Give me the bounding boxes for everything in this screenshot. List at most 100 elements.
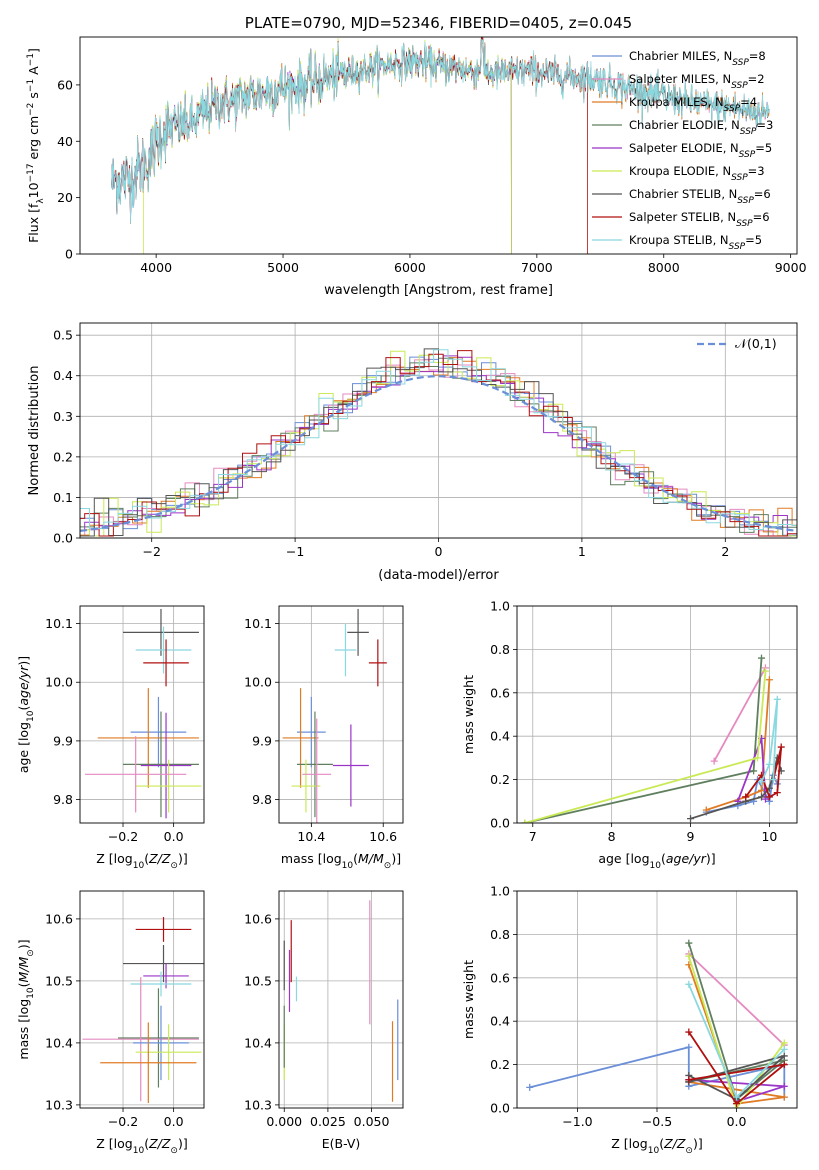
weight_vs_Z-ytick-label: 0.8 <box>490 927 510 942</box>
label-part: Z/Z <box>148 1136 171 1151</box>
label-part: M/M <box>16 956 31 982</box>
label-part: =2 <box>748 72 765 86</box>
legend-entry-label: Chabrier MILES, NSSP=8 <box>629 49 766 68</box>
weight_vs_Z-data-point <box>685 1076 693 1084</box>
label-part: M/M <box>358 851 384 866</box>
label-part: ⊙ <box>685 1146 693 1156</box>
residuals-xtick-label: 1 <box>578 544 586 559</box>
weight_vs_age-series-line <box>524 671 767 823</box>
weight_vs_Z-series-line <box>688 1031 788 1106</box>
label-part: Salpeter MILES, N <box>629 72 731 86</box>
weight_vs_Z-data-point <box>780 1052 788 1060</box>
weight_vs_Z-data-point <box>780 1045 788 1053</box>
weight_vs_age-data-point <box>521 819 529 823</box>
mass_vs_Z-ytick-label: 10.6 <box>45 911 73 926</box>
label-part: Z [log <box>611 1136 647 1151</box>
mass_vs_Z-ylabel: mass [log10(M/M⊙)] <box>16 939 36 1059</box>
weight_vs_Z-data-point <box>780 1093 788 1101</box>
age_vs_Z-plot-area <box>85 608 202 819</box>
weight_vs_age-data-point <box>769 776 777 784</box>
residuals-xtick-label: −2 <box>142 544 160 559</box>
label-part: 10 <box>26 710 36 722</box>
weight_vs_Z-xtick-label: −0.5 <box>642 1114 672 1129</box>
weight_vs_Z-frame <box>516 890 798 1109</box>
age_vs_Z-xlabel: Z [log10(Z/Z⊙)] <box>96 851 187 871</box>
spectrum-plot-area <box>111 37 770 254</box>
mass_vs_Z-ytick-label: 10.5 <box>45 973 73 988</box>
label-part: ( <box>144 1136 149 1151</box>
weight_vs_Z-ytick-label: 0.6 <box>490 970 510 985</box>
weight_vs_Z-xtick-label: −1.0 <box>562 1114 592 1129</box>
mass_vs_Z-ytick-label: 10.3 <box>45 1097 73 1112</box>
label-part: Chabrier STELIB, N <box>629 187 737 201</box>
label-part: age/yr <box>16 665 31 706</box>
legend-entry-label: Kroupa MILES, NSSP=4 <box>629 95 757 114</box>
spectrum-ytick-label: 0 <box>65 247 73 262</box>
normal-reference-curve <box>80 375 797 532</box>
residuals-ytick-label: 0.2 <box>53 449 73 464</box>
label-part: =5 <box>745 233 762 247</box>
label-part: Chabrier MILES, N <box>629 49 732 63</box>
age_vs_Z-xtick-label: 0.0 <box>164 829 184 844</box>
label-part: =3 <box>748 164 765 178</box>
age_vs_Z-frame <box>79 605 205 824</box>
spectrum-xtick-label: 4000 <box>140 260 172 275</box>
label-part: age [log <box>16 722 31 773</box>
weight_vs_Z-data-point <box>526 1083 534 1091</box>
weight_vs_age-ytick-label: 0.0 <box>490 816 510 831</box>
label-part: SSP <box>729 242 746 252</box>
weight_vs_Z-data-point <box>780 1061 788 1069</box>
weight_vs_age-ytick-label: 0.4 <box>490 729 510 744</box>
weight_vs_Z-series-line <box>687 942 785 1101</box>
weight_vs_age-ytick-label: 1.0 <box>490 599 510 614</box>
mass_vs_Z-xlabel: Z [log10(Z/Z⊙)] <box>96 1136 187 1156</box>
weight_vs_age-ytick-label: 0.2 <box>490 772 510 787</box>
weight-vs-metallicity-panel: −1.0 −0.5 0.0 0.0 0.2 0.4 0.6 0.8 1.0 Z [log10(Z/… <box>461 884 798 1156</box>
label-part: Z/Z <box>663 1136 686 1151</box>
weight_vs_age-data-point <box>758 793 766 801</box>
label-part: mass [log <box>16 999 31 1060</box>
label-part: age/yr <box>666 851 707 866</box>
spectrum-ytick-label: 60 <box>57 77 73 92</box>
mass_vs_ebv-xtick-label: 0.025 <box>310 1114 346 1129</box>
mass_vs_ebv-plot-area <box>283 900 399 1102</box>
label-part: ( <box>661 851 666 866</box>
weight_vs_age-data-point <box>773 695 781 703</box>
label-part: =6 <box>754 187 771 201</box>
mass_vs_ebv-ytick-label: 10.3 <box>244 1097 272 1112</box>
label-part: Salpeter ELODIE, N <box>629 141 739 155</box>
weight_vs_age-data-point <box>687 815 695 823</box>
weight_vs_Z-ylabel: mass weight <box>461 960 476 1039</box>
label-part: )] <box>391 851 401 866</box>
label-part: A <box>26 66 41 79</box>
weight_vs_Z-data-point <box>780 1082 788 1090</box>
spectrum-xlabel: wavelength [Angstrom, rest frame] <box>324 283 553 298</box>
label-part: ( <box>144 851 149 866</box>
label-part: 10 <box>26 987 36 999</box>
label-part: Z/Z <box>148 851 171 866</box>
age_vs_mass-xtick-label: 10.6 <box>369 829 397 844</box>
legend-entry-label: Salpeter MILES, NSSP=2 <box>629 72 765 91</box>
label-part: Z [log <box>96 851 132 866</box>
label-part: =4 <box>740 95 757 109</box>
residuals-frame <box>79 322 798 539</box>
weight_vs_age-xtick-label: 8 <box>608 829 616 844</box>
mass_vs_ebv-frame <box>278 890 404 1109</box>
spectrum-series-line <box>111 38 770 224</box>
residuals-xlabel: (data-model)/error <box>378 568 499 583</box>
residuals-ytick-label: 0.5 <box>53 328 73 343</box>
label-part: ⊙ <box>170 1146 178 1156</box>
weight_vs_Z-data-point <box>685 1043 693 1051</box>
weight_vs_age-ylabel: mass weight <box>461 675 476 754</box>
label-part: SSP <box>731 81 748 91</box>
label-part: −1 <box>26 79 36 92</box>
legend-entry-label: Chabrier STELIB, NSSP=6 <box>629 187 771 206</box>
age_vs_Z-ytick-label: 9.9 <box>53 733 73 748</box>
weight_vs_age-data-point <box>765 676 773 684</box>
weight_vs_age-data-point <box>777 743 785 751</box>
label-part: ( <box>659 1136 664 1151</box>
label-part: 10 <box>133 1146 145 1156</box>
age_vs_mass-ytick-label: 10.1 <box>244 616 272 631</box>
